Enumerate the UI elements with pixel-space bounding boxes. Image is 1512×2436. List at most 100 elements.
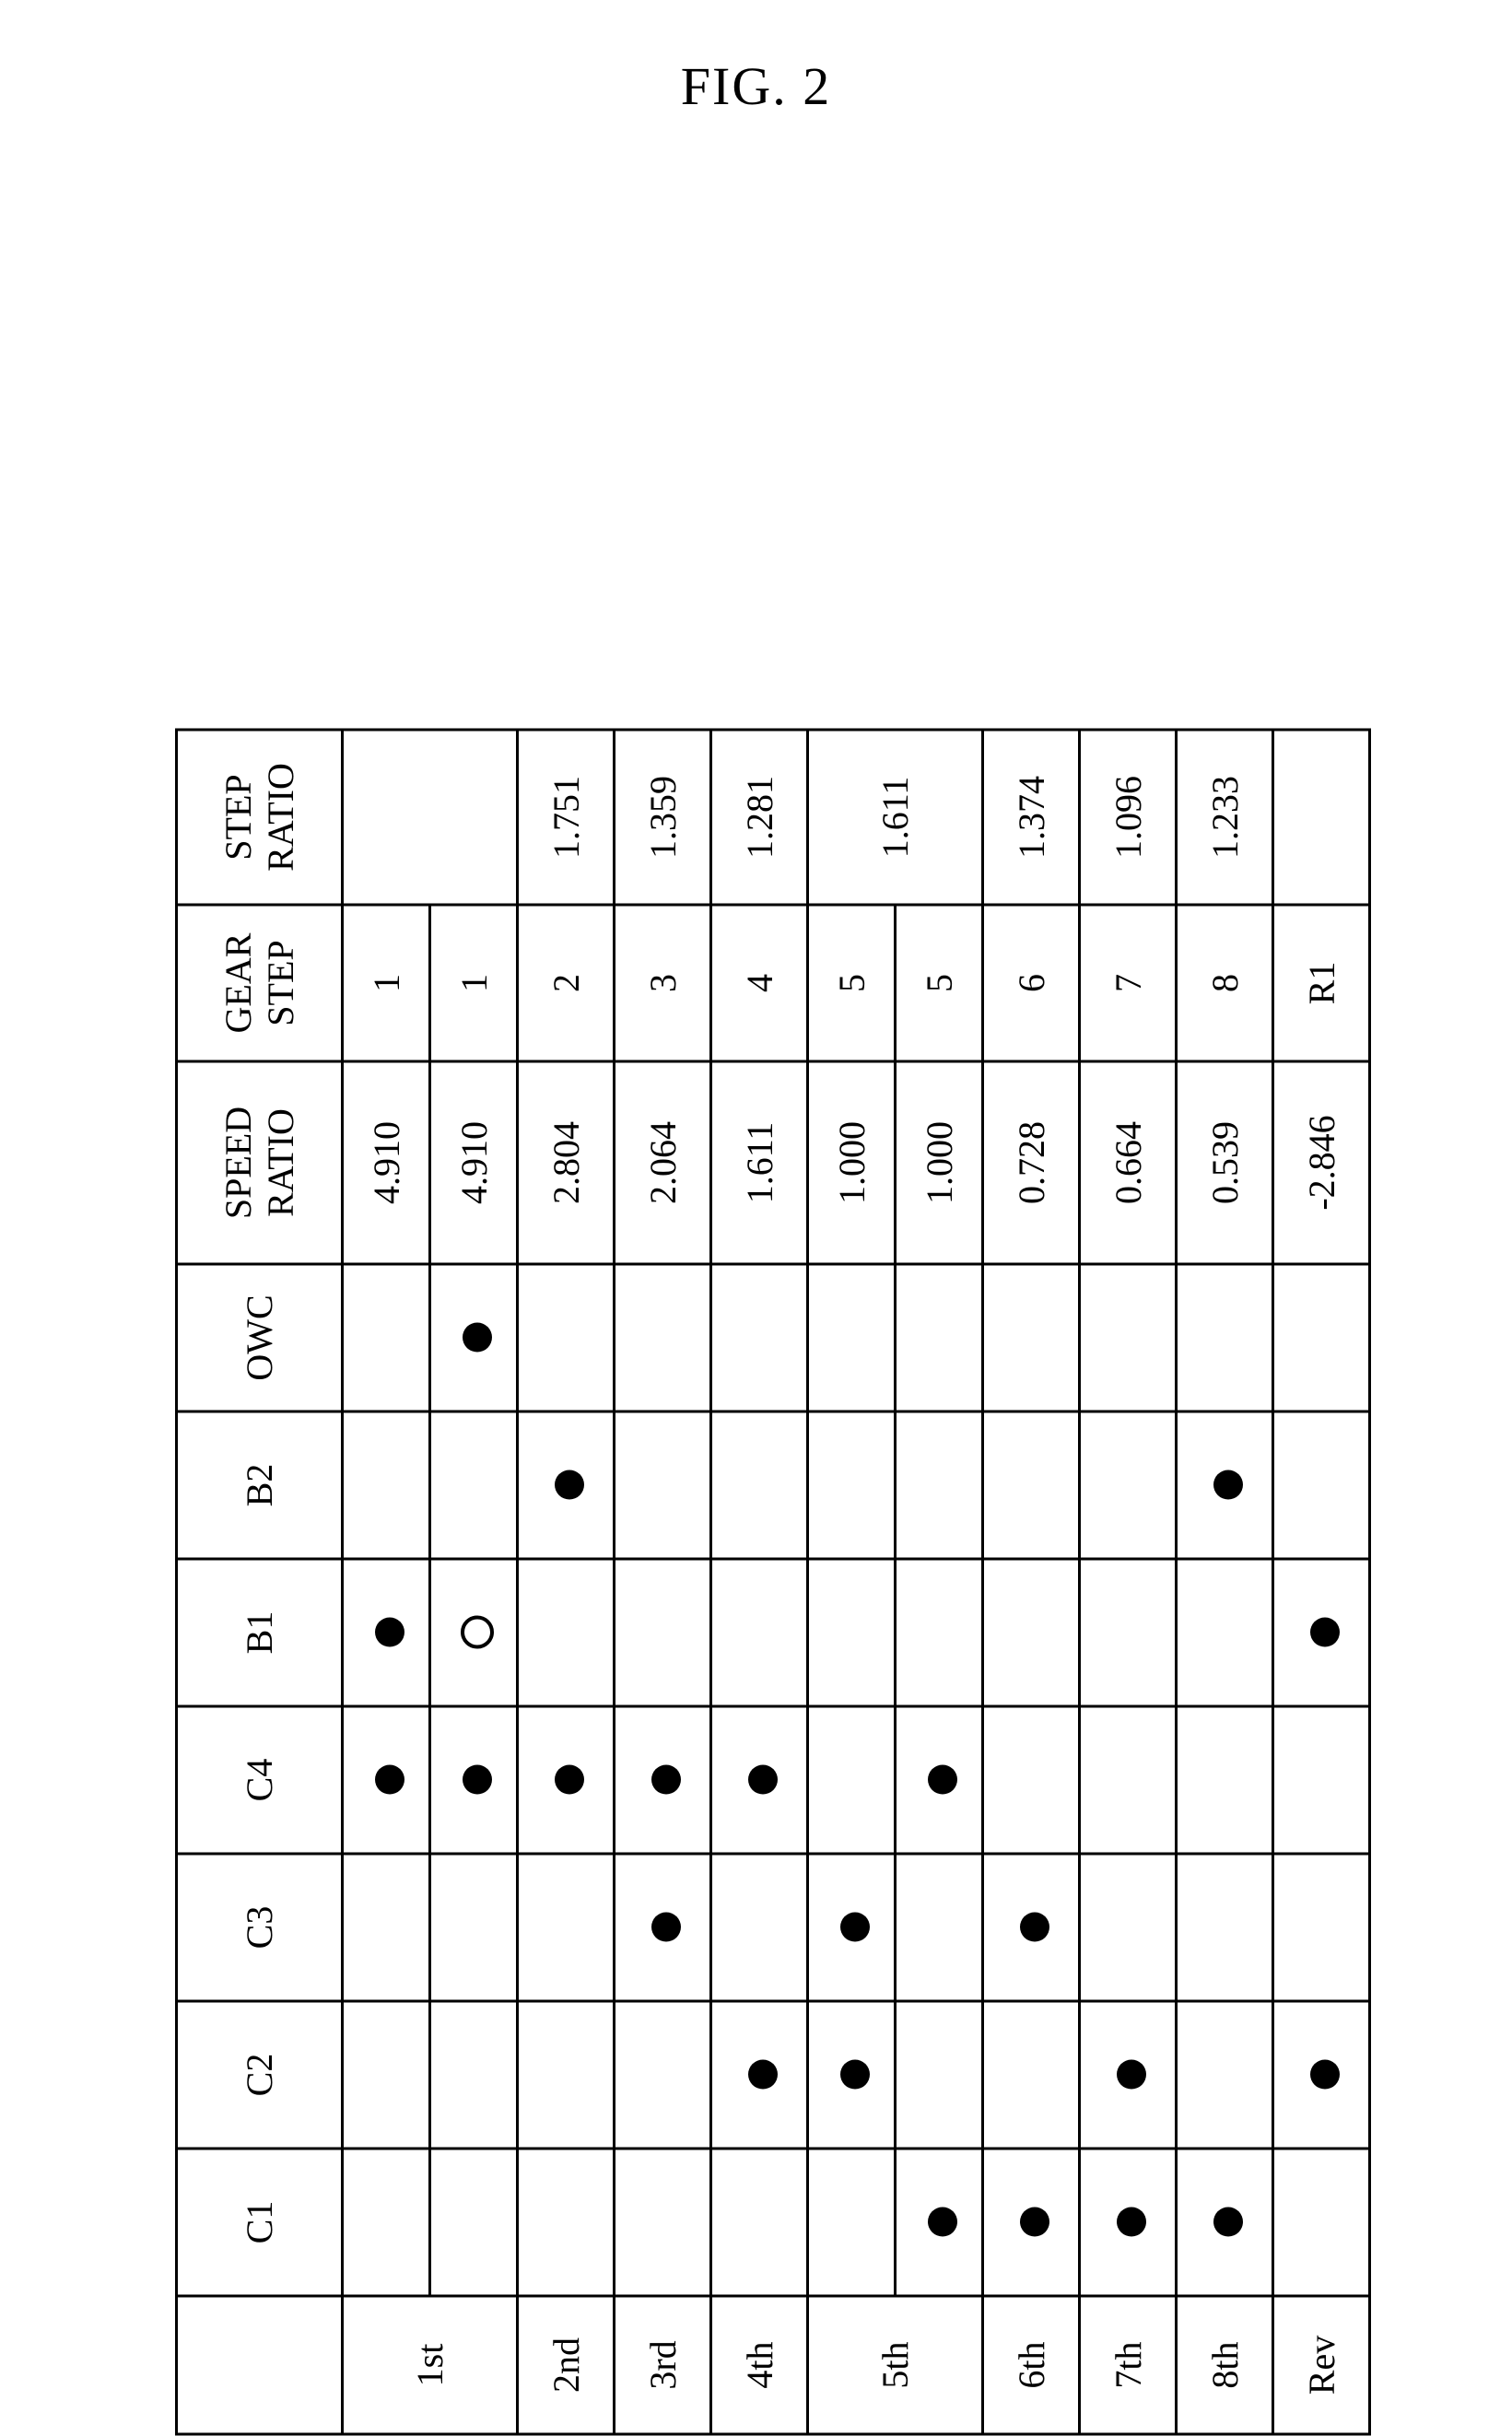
speed-ratio-cell: 2.804 — [518, 1061, 615, 1264]
table-wrap: C1 C2 C3 C4 B1 B2 OWC SPEEDRATIO GEARSTE… — [175, 729, 1371, 2436]
dot-filled-icon — [651, 1913, 681, 1942]
engagement-cell — [343, 1706, 430, 1854]
engagement-cell — [518, 1264, 615, 1411]
speed-ratio-cell: 0.728 — [983, 1061, 1080, 1264]
table-row: 4th1.61141.281 — [711, 730, 808, 2434]
engagement-cell — [711, 2001, 808, 2149]
header-gear-blank — [177, 2296, 343, 2434]
engagement-cell — [711, 1264, 808, 1411]
gear-step-cell: 2 — [518, 905, 615, 1061]
gear-step-cell: 7 — [1080, 905, 1177, 1061]
dot-open-icon — [461, 1616, 494, 1649]
dot-filled-icon — [463, 1765, 492, 1795]
engagement-cell — [1080, 2149, 1177, 2296]
dot-filled-icon — [840, 2060, 870, 2090]
header-b2: B2 — [177, 1411, 343, 1559]
gear-step-cell: 6 — [983, 905, 1080, 1061]
engagement-cell — [983, 1559, 1080, 1706]
table-row: 2nd2.80421.751 — [518, 730, 615, 2434]
engagement-cell — [1273, 1559, 1370, 1706]
gear-step-cell: R1 — [1273, 905, 1370, 1061]
gear-label: 4th — [711, 2296, 808, 2434]
gear-step-cell: 5 — [808, 905, 896, 1061]
engagement-cell — [711, 2149, 808, 2296]
table-row: 7th0.66471.096 — [1080, 730, 1177, 2434]
engagement-cell — [808, 1264, 896, 1411]
engagement-cell — [518, 1854, 615, 2001]
header-speed-ratio: SPEEDRATIO — [177, 1061, 343, 1264]
engagement-cell — [1273, 1854, 1370, 2001]
engagement-cell — [1177, 1264, 1273, 1411]
speed-ratio-cell: 1.000 — [808, 1061, 896, 1264]
speed-ratio-cell: -2.846 — [1273, 1061, 1370, 1264]
engagement-cell — [1080, 1854, 1177, 2001]
engagement-cell — [615, 1411, 711, 1559]
engagement-cell — [430, 1411, 518, 1559]
engagement-cell — [343, 2001, 430, 2149]
engagement-cell — [808, 2001, 896, 2149]
gear-label: 5th — [808, 2296, 983, 2434]
speed-ratio-cell: 2.064 — [615, 1061, 711, 1264]
gear-step-cell: 1 — [430, 905, 518, 1061]
step-ratio-cell: 1.281 — [711, 730, 808, 905]
engagement-cell — [615, 1264, 711, 1411]
dot-filled-icon — [375, 1618, 404, 1647]
engagement-cell — [615, 2001, 711, 2149]
dot-filled-icon — [1020, 1913, 1049, 1942]
header-gear-step: GEARSTEP — [177, 905, 343, 1061]
gear-step-cell: 8 — [1177, 905, 1273, 1061]
step-ratio-cell — [343, 730, 518, 905]
engagement-cell — [896, 1411, 983, 1559]
table-body: 1st4.91014.91012nd2.80421.7513rd2.06431.… — [343, 730, 1370, 2434]
engagement-cell — [430, 1264, 518, 1411]
dot-filled-icon — [1117, 2060, 1146, 2090]
engagement-cell — [1273, 2001, 1370, 2149]
gear-step-cell: 3 — [615, 905, 711, 1061]
dot-filled-icon — [1310, 2060, 1340, 2090]
header-c1: C1 — [177, 2149, 343, 2296]
engagement-cell — [896, 1264, 983, 1411]
header-c2: C2 — [177, 2001, 343, 2149]
engagement-cell — [430, 1706, 518, 1854]
table-row: 8th0.53981.233 — [1177, 730, 1273, 2434]
table-row: 6th0.72861.374 — [983, 730, 1080, 2434]
engagement-cell — [983, 1264, 1080, 1411]
speed-ratio-cell: 0.664 — [1080, 1061, 1177, 1264]
engagement-cell — [1080, 1264, 1177, 1411]
step-ratio-cell: 1.611 — [808, 730, 983, 905]
engagement-cell — [343, 1559, 430, 1706]
engagement-cell — [343, 1854, 430, 2001]
dot-filled-icon — [555, 1470, 584, 1500]
gear-step-cell: 4 — [711, 905, 808, 1061]
engagement-cell — [1080, 2001, 1177, 2149]
engagement-cell — [808, 1706, 896, 1854]
engagement-cell — [711, 1411, 808, 1559]
header-b1: B1 — [177, 1559, 343, 1706]
header-c3: C3 — [177, 1854, 343, 2001]
engagement-cell — [983, 2001, 1080, 2149]
engagement-cell — [1273, 1411, 1370, 1559]
engagement-cell — [343, 2149, 430, 2296]
engagement-cell — [518, 2149, 615, 2296]
step-ratio-cell: 1.359 — [615, 730, 711, 905]
table-row: 1st4.9101 — [343, 730, 430, 2434]
table-row: 1.0005 — [896, 730, 983, 2434]
engagement-cell — [983, 1854, 1080, 2001]
engagement-cell — [896, 1854, 983, 2001]
speed-ratio-cell: 1.000 — [896, 1061, 983, 1264]
engagement-cell — [896, 2149, 983, 2296]
engagement-cell — [430, 2001, 518, 2149]
engagement-cell — [615, 1559, 711, 1706]
dot-filled-icon — [1020, 2208, 1049, 2237]
engagement-cell — [1177, 2001, 1273, 2149]
engagement-cell — [808, 2149, 896, 2296]
gear-label: 8th — [1177, 2296, 1273, 2434]
gear-label: 2nd — [518, 2296, 615, 2434]
step-ratio-cell: 1.374 — [983, 730, 1080, 905]
engagement-cell — [983, 1411, 1080, 1559]
table-row: 4.9101 — [430, 730, 518, 2434]
engagement-cell — [983, 1706, 1080, 1854]
engagement-cell — [1177, 1411, 1273, 1559]
dot-filled-icon — [1213, 2208, 1243, 2237]
dot-filled-icon — [928, 2208, 957, 2237]
